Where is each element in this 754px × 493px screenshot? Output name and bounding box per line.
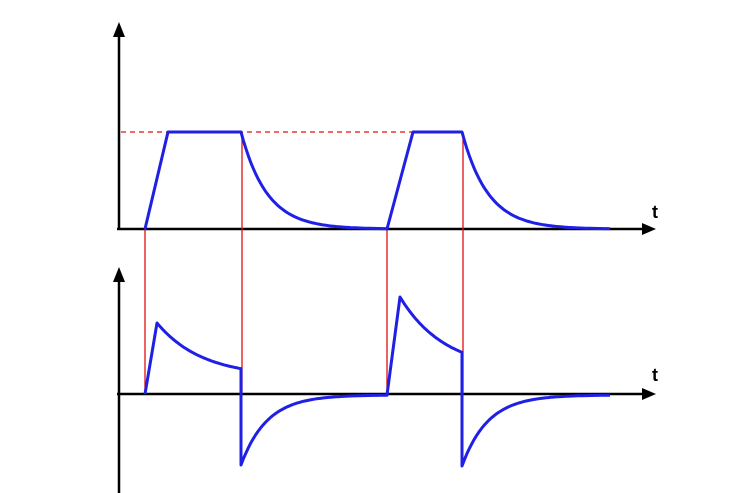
bottom-waveform — [143, 295, 611, 468]
top-y-axis-arrow-up-icon — [113, 22, 125, 37]
top-x-axis-label: t — [652, 202, 658, 222]
bottom-plot-axes: t — [113, 267, 658, 493]
bottom-x-axis-arrow-right-icon — [642, 388, 656, 400]
top-waveform — [143, 130, 611, 231]
top-plot-axes: t — [113, 22, 658, 235]
bottom-x-axis-label: t — [652, 365, 658, 385]
bottom-y-axis-arrow-up-icon — [113, 267, 125, 282]
guide-lines — [121, 131, 464, 394]
top-x-axis-arrow-right-icon — [642, 223, 656, 235]
